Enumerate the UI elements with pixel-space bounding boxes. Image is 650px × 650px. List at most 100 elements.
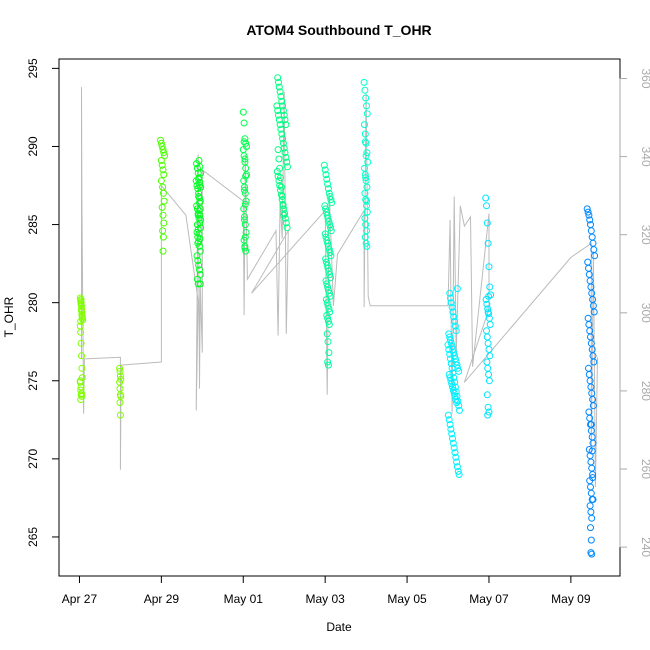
data-point <box>326 221 334 229</box>
data-point <box>158 161 166 169</box>
data-point <box>160 149 168 157</box>
data-point <box>452 396 460 403</box>
data-point <box>587 458 595 466</box>
data-point <box>277 186 284 194</box>
x-tick-label: May 09 <box>551 592 591 606</box>
data-point <box>446 374 454 382</box>
data-point <box>323 330 331 338</box>
data-point <box>277 183 285 191</box>
data-point <box>275 155 283 163</box>
data-point <box>116 411 124 419</box>
data-point <box>588 447 596 455</box>
data-point <box>324 361 332 369</box>
data-point <box>451 352 459 360</box>
data-point <box>116 364 124 372</box>
data-point <box>449 346 457 353</box>
data-point <box>586 277 594 285</box>
data-point <box>449 439 457 447</box>
data-point <box>483 333 491 341</box>
data-point <box>445 330 453 338</box>
data-point <box>451 322 459 330</box>
data-point <box>483 300 491 308</box>
data-point <box>197 169 205 177</box>
data-point <box>452 327 460 335</box>
data-point <box>274 74 282 82</box>
data-point <box>483 219 491 227</box>
data-point <box>363 242 371 250</box>
data-point <box>453 463 461 471</box>
data-point <box>323 299 331 307</box>
data-point <box>451 449 459 457</box>
y-tick-label: 280 <box>26 292 40 312</box>
data-point <box>325 189 333 197</box>
data-point <box>196 205 204 213</box>
data-point <box>281 149 289 157</box>
data-point <box>484 308 492 316</box>
data-point <box>453 361 461 369</box>
data-point <box>277 125 285 133</box>
data-point <box>589 496 597 503</box>
data-point <box>586 502 594 510</box>
y-tick-label: 270 <box>26 449 40 469</box>
data-point <box>157 136 165 144</box>
data-point <box>324 264 332 272</box>
data-point <box>449 383 456 391</box>
data-point <box>483 327 490 335</box>
data-point <box>278 193 286 200</box>
data-point <box>157 177 165 185</box>
data-point <box>275 78 282 86</box>
data-point <box>363 227 370 235</box>
data-point <box>360 78 368 86</box>
data-point <box>196 247 204 255</box>
y-tick-label: 290 <box>26 136 40 156</box>
data-point <box>160 197 168 205</box>
data-point <box>361 86 369 94</box>
data-point <box>278 130 286 138</box>
data-point <box>194 239 202 247</box>
data-point <box>447 336 454 344</box>
data-point <box>322 205 330 213</box>
data-point <box>280 211 288 219</box>
data-point <box>324 283 332 291</box>
data-point <box>193 228 201 236</box>
data-point <box>276 88 284 96</box>
data-point <box>589 471 597 478</box>
data-point <box>361 130 369 138</box>
y-axis: 265 270 275 280 285 290 295 <box>26 58 60 547</box>
x-tick-label: May 07 <box>469 592 509 606</box>
data-point <box>78 364 86 372</box>
data-point <box>280 111 288 119</box>
data-point <box>587 421 595 428</box>
data-point <box>482 194 490 202</box>
y2-tick-label: 340 <box>639 147 650 167</box>
data-point <box>279 102 287 110</box>
data-point <box>451 392 459 400</box>
data-point <box>322 171 330 179</box>
y2-tick-label: 360 <box>639 69 650 89</box>
data-point <box>194 257 202 264</box>
data-point <box>484 364 492 372</box>
data-point <box>589 439 597 447</box>
data-point <box>587 524 594 532</box>
data-point <box>279 139 287 147</box>
data-point <box>485 263 493 271</box>
data-point <box>195 230 203 238</box>
data-point <box>449 308 457 316</box>
data-point <box>588 550 596 558</box>
data-point <box>277 93 285 100</box>
data-point <box>484 305 492 313</box>
data-point <box>241 135 249 143</box>
y2-tick-label: 240 <box>639 537 650 557</box>
data-point <box>327 252 335 260</box>
data-point <box>484 403 492 411</box>
data-point <box>587 536 595 544</box>
data-point <box>278 97 286 105</box>
data-point <box>282 219 290 227</box>
data-point <box>242 197 250 205</box>
data-point <box>242 247 250 255</box>
data-point <box>276 182 284 189</box>
data-point <box>77 339 85 347</box>
data-point <box>241 189 249 197</box>
data-point <box>588 433 596 441</box>
data-point <box>363 149 371 157</box>
